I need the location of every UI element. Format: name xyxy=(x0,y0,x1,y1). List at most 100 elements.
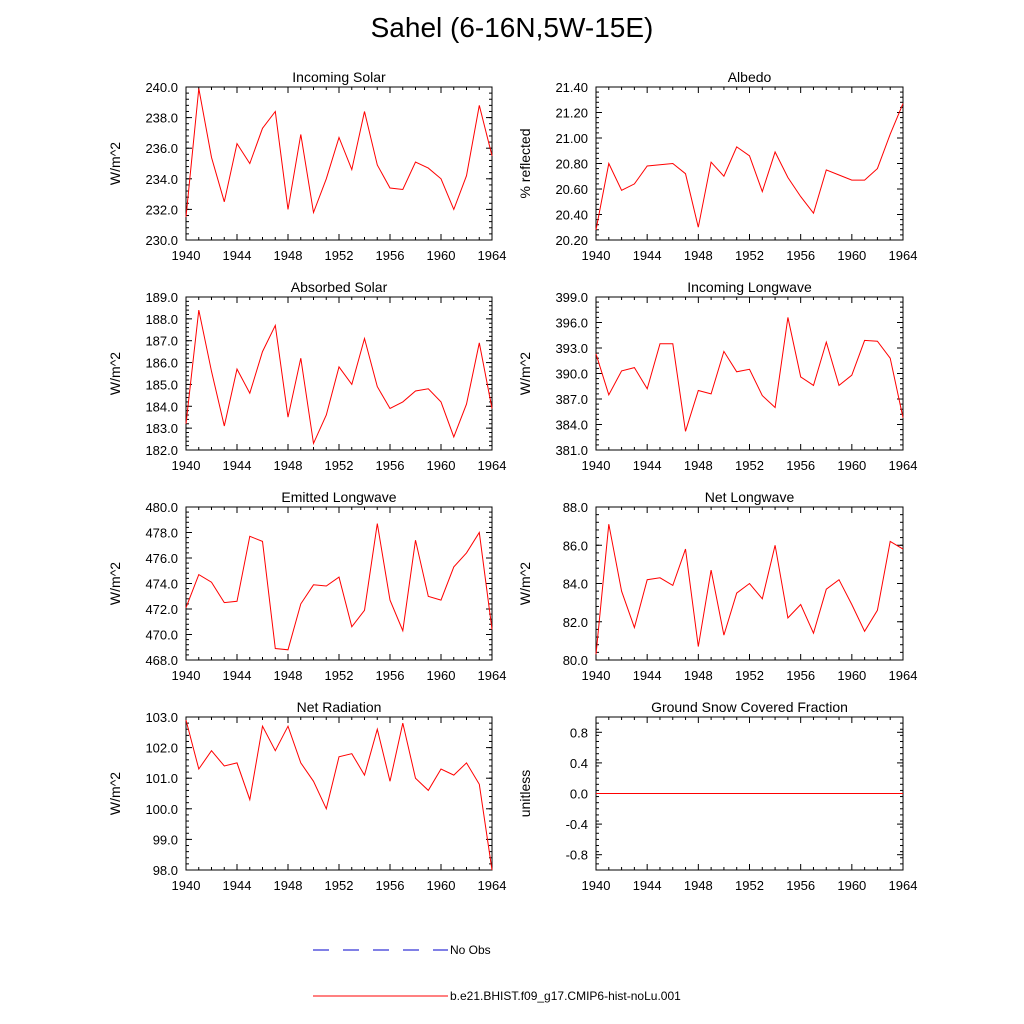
x-tick-label: 1940 xyxy=(582,248,611,263)
x-tick-label: 1948 xyxy=(274,878,303,893)
y-tick-label: 102.0 xyxy=(145,741,178,756)
legend: No Obs b.e21.BHIST.f09_g17.CMIP6-hist-noL… xyxy=(313,943,681,1003)
y-tick-label: 0.4 xyxy=(570,756,588,771)
y-tick-label: 99.0 xyxy=(153,832,178,847)
x-tick-label: 1964 xyxy=(889,248,918,263)
series-line xyxy=(185,88,493,218)
legend-label-1: No Obs xyxy=(450,943,491,957)
x-tick-label: 1944 xyxy=(633,458,662,473)
x-tick-label: 1952 xyxy=(325,668,354,683)
x-tick-label: 1960 xyxy=(837,878,866,893)
y-axis-label: W/m^2 xyxy=(517,352,533,395)
y-tick-label: 188.0 xyxy=(145,312,178,327)
x-tick-label: 1944 xyxy=(633,248,662,263)
x-tick-label: 1960 xyxy=(837,248,866,263)
x-tick-label: 1964 xyxy=(889,458,918,473)
series-line xyxy=(595,317,904,432)
series-line xyxy=(185,309,493,446)
panel-title: Incoming Longwave xyxy=(687,279,812,295)
chart-panel-2: 1940 1944 1948 1952 1956 1960 1964 20.20 20.40 20… xyxy=(517,69,917,263)
y-tick-label: 234.0 xyxy=(145,172,178,187)
panel-title: Ground Snow Covered Fraction xyxy=(651,699,848,715)
y-tick-label: 468.0 xyxy=(145,653,178,668)
series-line xyxy=(185,523,493,651)
x-tick-label: 1964 xyxy=(478,458,507,473)
y-axis-label: % reflected xyxy=(517,128,533,198)
x-tick-label: 1956 xyxy=(376,248,405,263)
panel-title: Incoming Solar xyxy=(292,69,386,85)
x-tick-label: 1956 xyxy=(786,878,815,893)
panel-title: Absorbed Solar xyxy=(291,279,388,295)
x-tick-label: 1964 xyxy=(889,878,918,893)
chart-panel-3: 1940 1944 1948 1952 1956 1960 1964 182.0 183.0 18… xyxy=(107,279,506,473)
series-line xyxy=(185,719,493,871)
x-tick-label: 1956 xyxy=(786,458,815,473)
y-tick-label: 186.0 xyxy=(145,356,178,371)
x-tick-label: 1952 xyxy=(325,878,354,893)
x-tick-label: 1944 xyxy=(223,668,252,683)
x-tick-label: 1956 xyxy=(376,668,405,683)
y-axis-label: W/m^2 xyxy=(107,772,123,815)
y-tick-label: 82.0 xyxy=(563,615,588,630)
x-tick-label: 1944 xyxy=(223,878,252,893)
x-tick-label: 1940 xyxy=(582,458,611,473)
chart-panel-5: 1940 1944 1948 1952 1956 1960 1964 468.0 470.0 47… xyxy=(107,489,506,683)
y-tick-label: 21.00 xyxy=(555,131,588,146)
x-tick-label: 1956 xyxy=(376,878,405,893)
x-tick-label: 1952 xyxy=(735,248,764,263)
y-tick-label: 100.0 xyxy=(145,802,178,817)
y-tick-label: -0.8 xyxy=(566,848,588,863)
x-tick-label: 1948 xyxy=(684,248,713,263)
y-tick-label: 187.0 xyxy=(145,334,178,349)
y-tick-label: 84.0 xyxy=(563,577,588,592)
y-tick-label: 384.0 xyxy=(555,418,588,433)
y-axis-label: W/m^2 xyxy=(107,562,123,605)
y-tick-label: 236.0 xyxy=(145,141,178,156)
y-tick-label: 21.40 xyxy=(555,80,588,95)
chart-panel-4: 1940 1944 1948 1952 1956 1960 1964 381.0 384.0 38… xyxy=(517,279,917,473)
x-tick-label: 1952 xyxy=(325,248,354,263)
x-tick-label: 1948 xyxy=(684,668,713,683)
x-tick-label: 1960 xyxy=(427,248,456,263)
y-axis-label: W/m^2 xyxy=(107,142,123,185)
x-tick-label: 1948 xyxy=(684,878,713,893)
panel-title: Net Radiation xyxy=(297,699,382,715)
chart-panel-6: 1940 1944 1948 1952 1956 1960 1964 80.0 82.0 84.0… xyxy=(517,489,917,683)
y-tick-label: 20.80 xyxy=(555,157,588,172)
y-tick-label: 472.0 xyxy=(145,602,178,617)
y-tick-label: 390.0 xyxy=(555,367,588,382)
x-tick-label: 1952 xyxy=(735,878,764,893)
x-tick-label: 1944 xyxy=(633,878,662,893)
y-tick-label: 393.0 xyxy=(555,341,588,356)
x-tick-label: 1960 xyxy=(837,668,866,683)
x-tick-label: 1952 xyxy=(325,458,354,473)
x-tick-label: 1960 xyxy=(427,458,456,473)
y-tick-label: 474.0 xyxy=(145,577,178,592)
x-tick-label: 1960 xyxy=(837,458,866,473)
y-tick-label: 476.0 xyxy=(145,551,178,566)
y-tick-label: 88.0 xyxy=(563,500,588,515)
x-tick-label: 1940 xyxy=(172,248,201,263)
y-tick-label: 183.0 xyxy=(145,421,178,436)
y-tick-label: 103.0 xyxy=(145,710,178,725)
x-tick-label: 1960 xyxy=(427,668,456,683)
x-tick-label: 1964 xyxy=(478,248,507,263)
y-tick-label: 98.0 xyxy=(153,863,178,878)
y-tick-label: 20.60 xyxy=(555,182,588,197)
x-tick-label: 1944 xyxy=(223,248,252,263)
panel-title: Emitted Longwave xyxy=(281,489,396,505)
x-tick-label: 1948 xyxy=(274,458,303,473)
x-tick-label: 1940 xyxy=(582,878,611,893)
series-line xyxy=(595,103,904,230)
y-tick-label: 480.0 xyxy=(145,500,178,515)
legend-label-2: b.e21.BHIST.f09_g17.CMIP6-hist-noLu.001 xyxy=(450,989,681,1003)
y-axis-label: W/m^2 xyxy=(107,352,123,395)
y-axis-label: W/m^2 xyxy=(517,562,533,605)
x-tick-label: 1956 xyxy=(376,458,405,473)
y-tick-label: 399.0 xyxy=(555,290,588,305)
x-tick-label: 1944 xyxy=(223,458,252,473)
x-tick-label: 1940 xyxy=(582,668,611,683)
y-tick-label: 0.8 xyxy=(570,725,588,740)
plot-frame xyxy=(185,296,493,451)
